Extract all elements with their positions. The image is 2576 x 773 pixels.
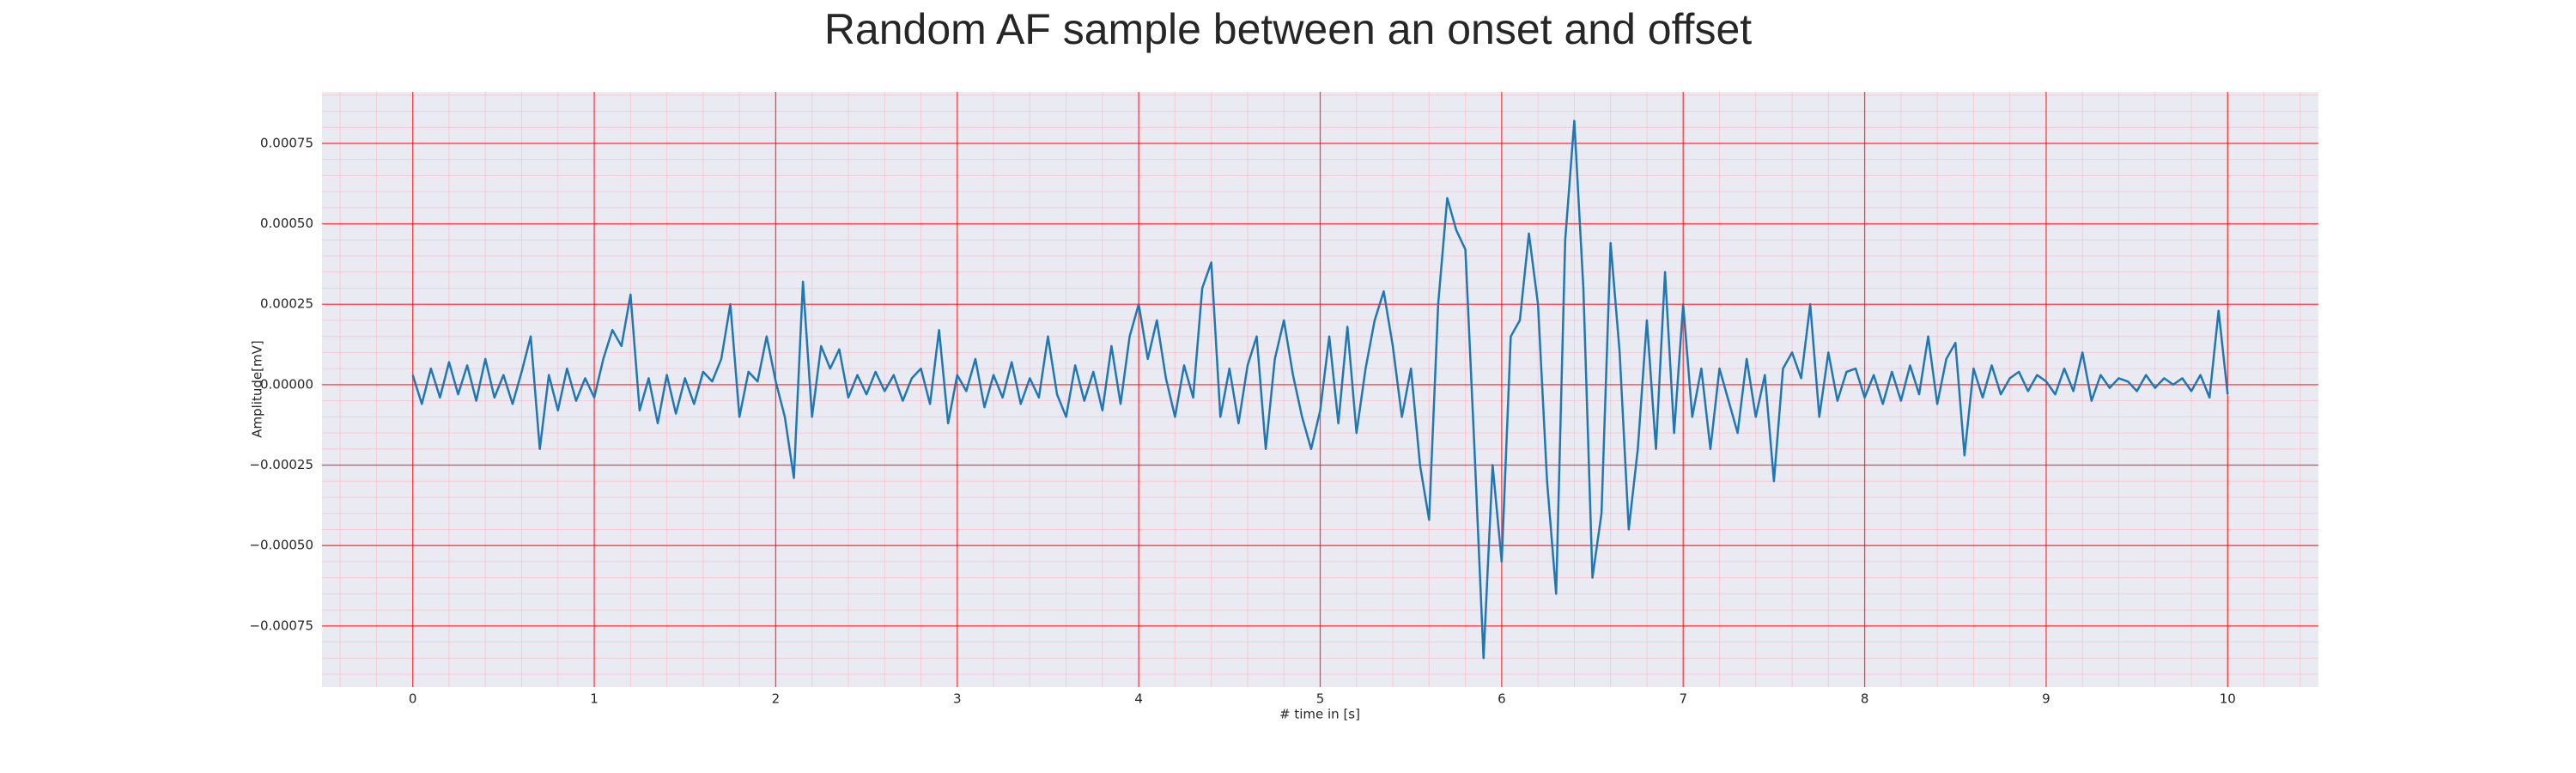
y-tick-label: 0.00025 xyxy=(260,296,313,312)
x-tick-label: 6 xyxy=(1498,691,1506,707)
x-tick-label: 10 xyxy=(2220,691,2236,707)
x-tick-label: 3 xyxy=(953,691,962,707)
y-axis-label: Amplitude[mV] xyxy=(250,340,265,437)
x-tick-label: 7 xyxy=(1679,691,1687,707)
y-tick-label: 0.00050 xyxy=(260,216,313,231)
y-tick-label: −0.00050 xyxy=(249,538,313,553)
signal-line xyxy=(411,119,2229,660)
chart-title: Random AF sample between an onset and of… xyxy=(824,5,1752,53)
x-tick-label: 0 xyxy=(409,691,417,707)
y-tick-label: 0.00075 xyxy=(260,135,313,150)
x-tick-label: 5 xyxy=(1316,691,1325,707)
x-tick-label: 1 xyxy=(590,691,598,707)
y-tick-label: 0.00000 xyxy=(260,376,313,392)
x-tick-label: 4 xyxy=(1134,691,1143,707)
x-axis-label: # time in [s] xyxy=(1279,707,1360,722)
x-tick-label: 9 xyxy=(2042,691,2050,707)
grid xyxy=(322,92,2318,687)
y-tick-label: −0.00025 xyxy=(249,457,313,472)
labels: 0 1 2 3 4 5 6 7 8 9 10 −0.00075 −0.00050 −0.00025 0.00… xyxy=(249,135,2235,706)
x-tick-label: 8 xyxy=(1861,691,1869,707)
y-tick-label: −0.00075 xyxy=(249,618,313,633)
x-tick-label: 2 xyxy=(772,691,781,707)
